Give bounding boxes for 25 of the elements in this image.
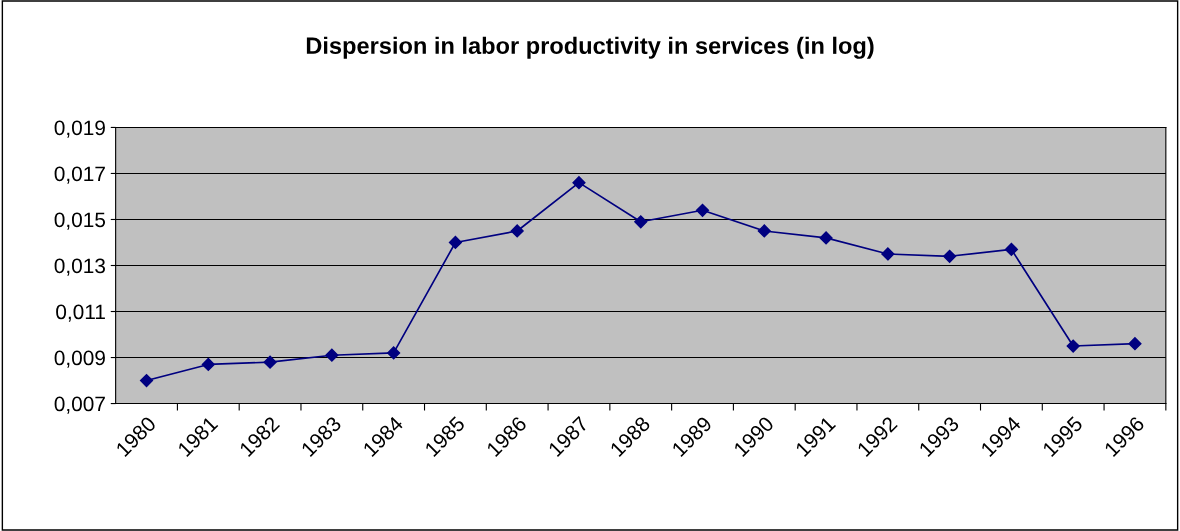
y-tick-label: 0,009 [54,350,105,368]
point [510,224,524,238]
y-tick-label: 0,017 [54,166,105,184]
point [387,346,401,360]
point [572,176,586,190]
point [448,235,462,250]
y-tick-label: 0,013 [54,258,106,276]
point [1066,339,1080,353]
y-tick-label: 0,015 [54,212,106,230]
y-tick-label: 0,011 [56,304,105,322]
point [1128,337,1142,351]
point [695,203,710,217]
point [201,357,215,372]
chart-title: Dispersion in labor productivity in services (in log) [306,36,874,59]
y-tick-label: 0,019 [54,120,105,138]
point [325,348,339,362]
point [757,224,771,238]
point [881,247,895,261]
point [943,249,957,263]
y-tick-label: 0,007 [54,396,105,414]
point [634,215,648,229]
point [263,355,277,369]
point [139,373,154,388]
point [1004,242,1018,256]
point [819,231,833,245]
